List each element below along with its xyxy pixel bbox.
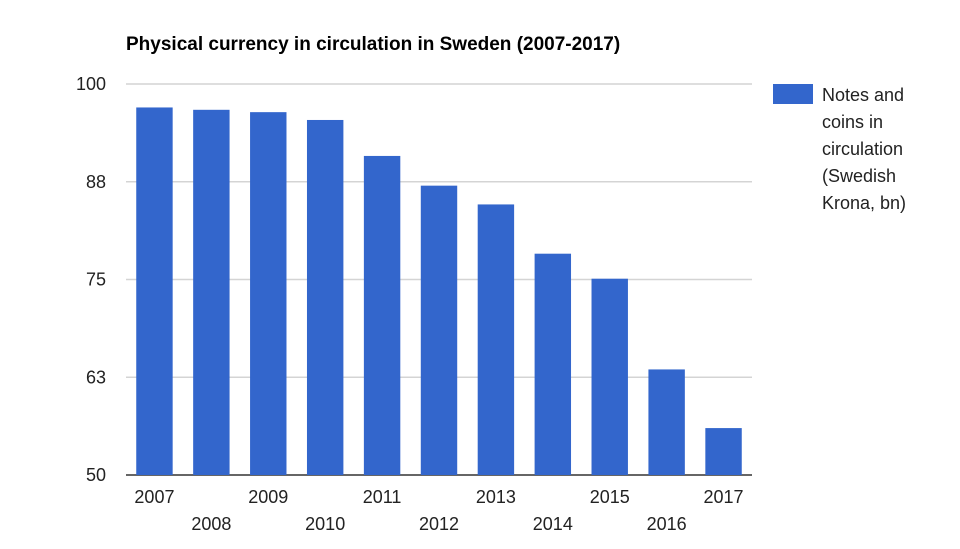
- legend: Notes and coins in circulation (Swedish Kron…: [773, 84, 906, 213]
- x-tick-label: 2011: [363, 487, 402, 507]
- bar-2014: [534, 253, 572, 475]
- bar-2009: [250, 112, 287, 475]
- x-tick-label: 2009: [248, 487, 288, 507]
- y-tick-label: 100: [76, 74, 106, 94]
- bar-2007: [136, 107, 173, 476]
- x-tick-label: 2007: [134, 487, 174, 507]
- chart-title: Physical currency in circulation in Swed…: [126, 34, 620, 55]
- bars: [136, 107, 742, 476]
- bar-2011: [363, 155, 401, 475]
- legend-text-line: coins in: [822, 112, 883, 132]
- x-tick-label: 2013: [476, 487, 516, 507]
- y-tick-label: 88: [86, 172, 106, 192]
- x-tick-label: 2014: [533, 514, 573, 534]
- bar-2015: [591, 278, 628, 475]
- y-tick-label: 50: [86, 465, 106, 485]
- x-axis-ticks: 2007 2008 2009 2010 2011 2012 2013 2014 2015 2016…: [134, 487, 743, 534]
- bar-2012: [420, 185, 458, 475]
- legend-text-line: Krona, bn): [822, 193, 906, 213]
- x-tick-label: 2015: [590, 487, 630, 507]
- bar-2016: [648, 369, 685, 475]
- legend-text-line: (Swedish: [822, 166, 896, 186]
- x-tick-label: 2010: [305, 514, 345, 534]
- bar-2010: [306, 119, 344, 476]
- x-tick-label: 2016: [647, 514, 687, 534]
- legend-text-line: circulation: [822, 139, 903, 159]
- y-tick-label: 75: [86, 270, 106, 290]
- legend-label: Notes and coins in circulation (Swedish Kron…: [822, 85, 906, 213]
- bar-2013: [477, 204, 515, 476]
- bar-2017: [705, 428, 742, 475]
- y-tick-label: 63: [86, 367, 106, 387]
- y-axis-ticks: 50 63 75 88 100: [76, 74, 106, 485]
- x-tick-label: 2008: [191, 514, 231, 534]
- bar-2008: [193, 109, 230, 475]
- x-tick-label: 2017: [704, 487, 744, 507]
- x-tick-label: 2012: [419, 514, 459, 534]
- legend-text-line: Notes and: [822, 85, 904, 105]
- legend-swatch: [773, 84, 813, 104]
